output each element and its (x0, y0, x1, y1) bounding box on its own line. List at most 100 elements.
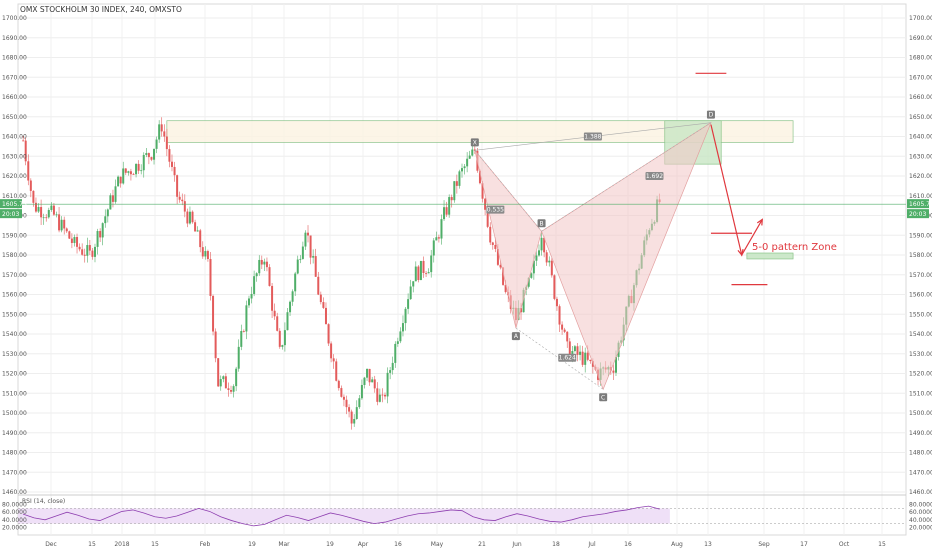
y-tick-label-right: 1680.00 (909, 55, 932, 62)
candle-body (299, 258, 302, 260)
candle-body (494, 244, 497, 249)
candle-body (394, 343, 397, 363)
candle-body (247, 298, 250, 306)
candle-body (461, 168, 463, 172)
candle-body (224, 376, 227, 389)
candle-body (186, 211, 189, 224)
candle-body (417, 266, 420, 281)
candle-body (548, 260, 551, 263)
candle-body (196, 230, 199, 232)
candle-body (527, 277, 530, 287)
y-tick-label-right: 1540.00 (909, 331, 932, 338)
candle-body (111, 195, 114, 202)
candle-body (584, 352, 587, 365)
candle-body (419, 260, 422, 281)
candle-body (206, 251, 209, 260)
projection-arrowhead-up (756, 218, 763, 226)
y-tick-label-right: 1490.00 (909, 430, 932, 437)
y-tick-label-right: 1460.00 (909, 489, 932, 496)
candle-body (24, 140, 27, 162)
pattern-ratio-line (541, 122, 712, 232)
candle-body (535, 255, 538, 261)
candle-body (155, 139, 158, 149)
candle-body (322, 302, 325, 308)
candle-body (345, 399, 348, 408)
candle-body (555, 298, 558, 307)
candle-body (27, 161, 30, 181)
candle-body (378, 394, 381, 402)
pattern-point-label: C (601, 394, 605, 401)
x-tick-label: Dec (45, 541, 57, 548)
pattern-ratio-label: 1.624 (559, 355, 576, 362)
chart-title: OMX STOCKHOLM 30 INDEX, 240, OMXSTO (20, 5, 182, 14)
candle-body (319, 294, 322, 303)
candle-body (60, 219, 63, 231)
candle-body (52, 205, 55, 215)
candle-body (109, 195, 112, 210)
candle-body (271, 285, 274, 311)
candle-body (363, 377, 366, 385)
candle-body (101, 223, 104, 238)
candle-body (404, 308, 407, 324)
candle-body (481, 183, 484, 199)
candle-body (368, 368, 371, 383)
candle-body (150, 157, 153, 160)
countdown-badge (907, 209, 929, 219)
countdown-label: 20:03 (909, 211, 926, 218)
candle-body (227, 388, 230, 391)
candle-body (489, 226, 492, 243)
candle-body (307, 232, 310, 236)
y-tick-label-right: 1700.00 (909, 15, 932, 22)
candle-body (209, 259, 212, 296)
rsi-tick-label-left: 60.0000 (2, 509, 27, 516)
candle-body (342, 396, 345, 400)
last-price-badge (907, 199, 929, 209)
candle-body (399, 331, 402, 342)
pattern-point-label: B (539, 220, 543, 227)
candle-body (337, 380, 340, 389)
candle-body (42, 217, 45, 219)
candle-body (191, 211, 194, 223)
y-tick-label-right: 1570.00 (909, 272, 932, 279)
y-tick-label-right: 1660.00 (909, 94, 932, 101)
candle-body (58, 214, 61, 231)
candle-body (579, 351, 582, 355)
pattern-ratio-badge (645, 172, 664, 180)
plot-frame (17, 3, 907, 536)
candle-body (168, 149, 171, 162)
candle-body (235, 368, 238, 387)
candle-body (212, 295, 215, 332)
y-tick-label-left: 1490.00 (2, 430, 27, 437)
candle-body (194, 222, 197, 232)
candle-body (240, 331, 243, 347)
y-tick-label-right: 1520.00 (909, 371, 932, 378)
y-tick-label-left: 1480.00 (2, 450, 27, 457)
candle-body (445, 207, 448, 215)
pattern-ratio-badge (558, 353, 577, 362)
candle-body (401, 323, 404, 332)
candle-body (540, 237, 543, 251)
candle-body (491, 242, 494, 245)
rsi-line (23, 505, 660, 527)
candle-body (199, 230, 202, 248)
candle-body (453, 181, 456, 201)
candle-body (83, 254, 86, 256)
candle-body (204, 251, 207, 257)
x-tick-label: 15 (88, 541, 96, 548)
candle-body (504, 284, 507, 293)
candle-body (425, 273, 428, 274)
y-tick-label-right: 1610.00 (909, 193, 932, 200)
candle-body (412, 281, 415, 287)
candle-body (573, 346, 576, 352)
candle-body (376, 388, 379, 402)
countdown-label: 20:03 (2, 211, 19, 218)
candle-body (291, 291, 294, 302)
candle-body (414, 266, 417, 282)
y-tick-label-right: 1510.00 (909, 390, 932, 397)
x-tick-label: 2018 (114, 541, 129, 548)
candle-body (486, 209, 489, 227)
candle-body (340, 388, 343, 397)
candle-body (353, 418, 356, 424)
y-tick-label-left: 1680.00 (2, 55, 27, 62)
